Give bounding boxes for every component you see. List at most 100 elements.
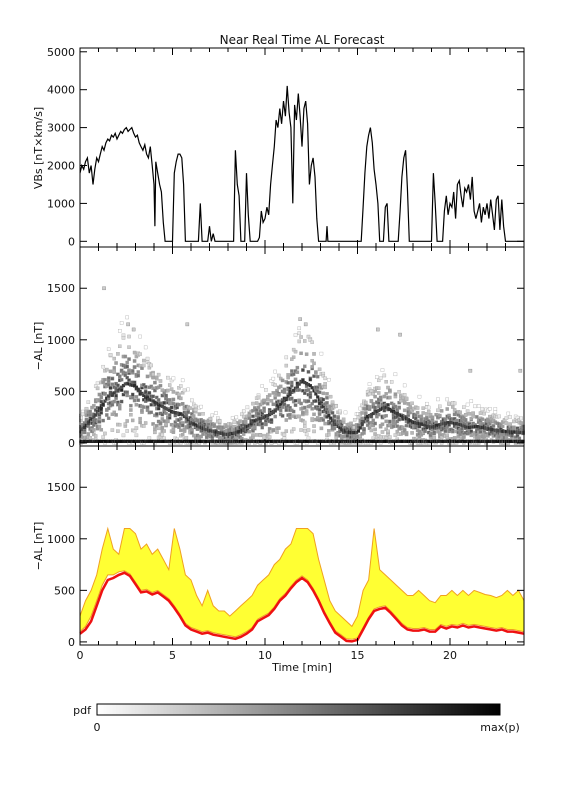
pdf-cell <box>130 392 135 397</box>
pdf-cell <box>256 395 261 400</box>
pdf-cell <box>480 425 484 430</box>
pdf-cell <box>243 439 248 443</box>
pdf-cell <box>393 404 398 409</box>
pdf-cell <box>438 404 442 409</box>
pdf-cell <box>336 424 340 429</box>
pdf-cell <box>108 369 113 374</box>
pdf-cell <box>493 439 497 443</box>
pdf-cell <box>182 406 187 411</box>
pdf-cell <box>454 422 459 426</box>
pdf-cell <box>314 399 318 403</box>
pdf-cell <box>382 439 386 443</box>
pdf-cell <box>186 387 190 392</box>
pdf-cell <box>121 439 126 443</box>
pdf-cell <box>327 439 331 443</box>
pdf-cell <box>260 425 264 430</box>
pdf-cell <box>464 424 468 429</box>
pdf-cell <box>123 422 128 426</box>
pdf-cell <box>338 426 342 430</box>
pdf-cell <box>321 373 326 378</box>
pdf-cell <box>149 363 153 368</box>
pdf-cell <box>234 439 238 443</box>
pdf-cell <box>164 439 168 443</box>
pdf-cell <box>421 406 425 410</box>
pdf-cell <box>297 326 301 331</box>
pdf-cell <box>171 427 176 432</box>
pdf-cell <box>321 418 326 422</box>
pdf-cell <box>151 439 155 443</box>
pdf-cell <box>476 404 481 408</box>
pdf-cell <box>460 439 464 443</box>
pdf-cell <box>254 401 259 405</box>
pdf-cell <box>266 413 270 418</box>
pdf-cell <box>478 439 483 443</box>
pdf-cell <box>171 390 176 394</box>
pdf-cell <box>262 435 266 440</box>
pdf-cell <box>512 430 516 434</box>
pdf-cell <box>166 375 170 380</box>
pdf-cell <box>116 383 120 388</box>
pdf-cell <box>253 425 257 429</box>
pdf-cell <box>308 439 312 443</box>
pdf-cell <box>484 426 488 430</box>
pdf-cell <box>295 365 300 370</box>
y-tick-label: 0 <box>68 636 75 649</box>
y-tick-label: 0 <box>68 235 75 248</box>
pdf-cell <box>478 411 483 415</box>
pdf-cell <box>153 380 157 385</box>
pdf-cell <box>408 439 412 443</box>
pdf-cell <box>284 396 288 401</box>
pdf-cell <box>382 394 387 399</box>
pdf-cell <box>284 439 288 443</box>
pdf-cell <box>277 373 281 378</box>
pdf-cell <box>308 404 313 408</box>
pdf-cell <box>477 439 481 443</box>
pdf-cell <box>129 408 133 412</box>
pdf-cell <box>160 417 165 421</box>
pdf-cell <box>118 439 122 443</box>
pdf-cell <box>195 424 200 428</box>
pdf-cell <box>440 439 444 443</box>
pdf-cell <box>231 439 235 443</box>
pdf-cell <box>384 405 388 409</box>
pdf-cell <box>267 427 272 431</box>
pdf-cell <box>303 439 307 443</box>
pdf-cell <box>131 439 135 443</box>
pdf-cell <box>221 439 225 443</box>
pdf-cell <box>105 367 109 372</box>
pdf-cell <box>92 415 96 419</box>
colorbar-min-label: 0 <box>94 721 101 734</box>
pdf-cell <box>88 439 92 443</box>
pdf-cell <box>417 422 422 426</box>
pdf-cell <box>432 430 437 434</box>
pdf-cell <box>273 409 277 413</box>
pdf-cell <box>404 417 409 421</box>
pdf-cell <box>347 430 351 435</box>
pdf-cell <box>197 425 201 429</box>
pdf-cell <box>166 419 170 424</box>
pdf-cell <box>83 425 87 430</box>
pdf-cell <box>103 391 107 396</box>
pdf-cell <box>236 430 240 434</box>
pdf-cell <box>232 424 237 429</box>
pdf-cell <box>205 428 209 432</box>
pdf-cell <box>177 439 181 443</box>
pdf-cell <box>227 432 231 437</box>
pdf-cell <box>406 402 411 406</box>
pdf-cell <box>102 286 106 291</box>
pdf-cell <box>353 439 357 443</box>
pdf-cell <box>151 386 155 390</box>
pdf-cell <box>330 418 335 422</box>
pdf-cell <box>451 429 455 434</box>
pdf-cell <box>423 439 427 443</box>
pdf-cell <box>303 339 307 343</box>
pdf-cell <box>140 391 144 396</box>
pdf-cell <box>377 408 381 413</box>
pdf-cell <box>234 431 238 435</box>
pdf-cell <box>86 400 91 404</box>
pdf-cell <box>160 388 165 392</box>
pdf-cell <box>493 410 498 414</box>
pdf-cell <box>430 439 435 443</box>
pdf-cell <box>412 439 416 443</box>
pdf-cell <box>116 429 120 433</box>
